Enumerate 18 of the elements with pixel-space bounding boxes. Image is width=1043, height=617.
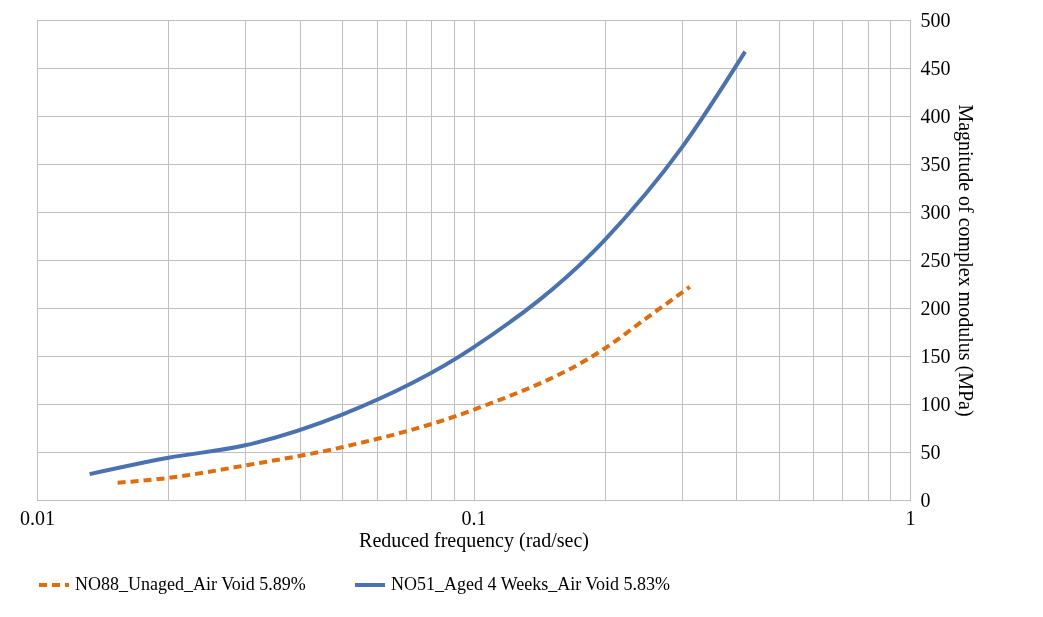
x-tick-label: 0.01 <box>20 506 55 529</box>
y-tick-label: 300 <box>920 200 951 223</box>
y-tick-label: 150 <box>920 344 951 367</box>
y-tick-label: 0 <box>920 488 931 511</box>
y-tick-label: 350 <box>920 152 951 175</box>
y-tick-label: 450 <box>920 56 951 79</box>
y-tick-label: 500 <box>920 8 951 31</box>
y-tick-label: 400 <box>920 104 951 127</box>
y-axis-title: Magnitude of complex modulus (MPa) <box>953 104 977 417</box>
x-tick-label: 0.1 <box>461 506 487 529</box>
legend-label: NO51_Aged 4 Weeks_Air Void 5.83% <box>391 574 671 594</box>
y-tick-label: 50 <box>920 440 941 463</box>
x-tick-label: 1 <box>905 506 916 529</box>
y-tick-label: 200 <box>920 296 951 319</box>
y-tick-label: 250 <box>920 248 951 271</box>
y-tick-label: 100 <box>920 392 951 415</box>
x-axis-title: Reduced frequency (rad/sec) <box>359 528 589 552</box>
legend-label: NO88_Unaged_Air Void 5.89% <box>75 574 306 594</box>
